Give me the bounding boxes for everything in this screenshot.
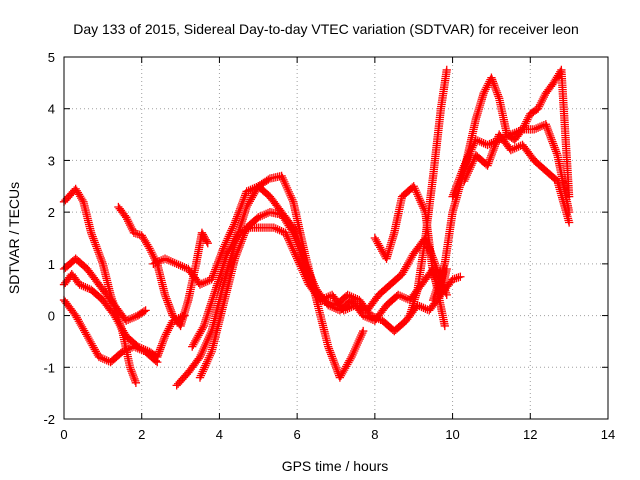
x-tick-label: 2: [138, 427, 145, 442]
x-tick-label: 8: [371, 427, 378, 442]
data-series-arc-7: [172, 171, 368, 390]
data-point: [264, 175, 273, 184]
data-series-arc-2: [59, 254, 150, 325]
x-tick-label: 0: [60, 427, 67, 442]
data-series-arc-4: [59, 295, 162, 367]
y-tick-label: 4: [48, 102, 55, 117]
data-point: [139, 307, 149, 316]
data-point: [456, 272, 465, 281]
x-axis-label: GPS time / hours: [282, 458, 389, 474]
y-tick-label: -1: [43, 360, 55, 375]
x-tick-label: 4: [216, 427, 223, 442]
data-point: [440, 321, 449, 331]
data-point: [442, 65, 451, 75]
data-series-arc-14: [460, 130, 574, 227]
x-tick-label: 12: [523, 427, 537, 442]
chart-title: Day 133 of 2015, Sidereal Day-to-day VTE…: [73, 21, 579, 37]
y-tick-label: 1: [48, 257, 55, 272]
data-points: [59, 65, 574, 390]
data-point: [141, 306, 150, 315]
plot-frame: [63, 56, 609, 420]
data-point: [564, 218, 574, 227]
y-axis-label: SDTVAR / TECUs: [6, 182, 22, 294]
y-tick-label: -2: [43, 412, 55, 427]
data-point: [153, 357, 162, 367]
data-point: [151, 356, 160, 365]
y-tick-label: 3: [48, 153, 55, 168]
y-tick-label: 5: [48, 50, 55, 65]
data-point: [359, 326, 368, 336]
y-tick-label: 0: [48, 309, 55, 324]
y-tick-label: 2: [48, 205, 55, 220]
data-point: [203, 239, 212, 248]
data-point: [131, 378, 141, 387]
data-series-arc-13: [448, 120, 574, 217]
x-tick-label: 14: [601, 427, 615, 442]
x-tick-label: 10: [445, 427, 459, 442]
data-series-arc-11: [405, 65, 451, 320]
x-tick-label: 6: [294, 427, 301, 442]
data-series-arc-12: [428, 65, 574, 305]
data-series-arc-5: [114, 202, 212, 331]
